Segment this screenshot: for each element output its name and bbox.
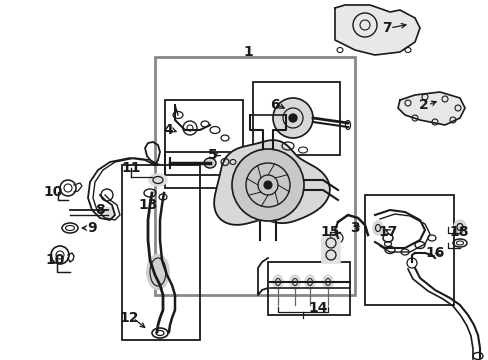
Polygon shape bbox=[397, 92, 464, 125]
Text: 16: 16 bbox=[425, 246, 444, 260]
Bar bbox=[164, 152, 243, 188]
Bar bbox=[164, 100, 243, 175]
Ellipse shape bbox=[147, 255, 169, 289]
Text: 14: 14 bbox=[307, 301, 327, 315]
Circle shape bbox=[231, 149, 304, 221]
Text: 12: 12 bbox=[119, 311, 139, 325]
Text: 10: 10 bbox=[43, 185, 62, 199]
Bar bbox=[267, 262, 349, 315]
Bar bbox=[155, 57, 354, 295]
Circle shape bbox=[264, 181, 271, 189]
Ellipse shape bbox=[305, 275, 314, 289]
Text: 6: 6 bbox=[270, 98, 279, 112]
Text: 8: 8 bbox=[95, 203, 104, 217]
Text: 13: 13 bbox=[138, 198, 157, 212]
Text: 7: 7 bbox=[382, 21, 391, 35]
Bar bbox=[252, 82, 339, 155]
Ellipse shape bbox=[289, 275, 299, 289]
Text: 5: 5 bbox=[208, 148, 218, 162]
Bar bbox=[105, 207, 113, 218]
Text: 3: 3 bbox=[349, 221, 359, 235]
Text: 11: 11 bbox=[121, 161, 141, 175]
Ellipse shape bbox=[272, 275, 283, 289]
Text: 4: 4 bbox=[163, 123, 173, 137]
Text: 17: 17 bbox=[378, 225, 397, 239]
Text: 9: 9 bbox=[87, 221, 97, 235]
Text: 15: 15 bbox=[320, 225, 339, 239]
Ellipse shape bbox=[149, 174, 167, 186]
Ellipse shape bbox=[453, 220, 465, 234]
Ellipse shape bbox=[203, 158, 216, 168]
Circle shape bbox=[272, 98, 312, 138]
Ellipse shape bbox=[323, 275, 332, 289]
Ellipse shape bbox=[372, 221, 382, 235]
Bar bbox=[321, 235, 339, 263]
Text: 1: 1 bbox=[243, 45, 252, 59]
Text: 18: 18 bbox=[448, 225, 468, 239]
Polygon shape bbox=[334, 5, 419, 55]
Text: 2: 2 bbox=[418, 98, 428, 112]
Bar bbox=[122, 165, 200, 340]
Text: 10: 10 bbox=[45, 253, 64, 267]
Polygon shape bbox=[214, 140, 329, 225]
Circle shape bbox=[288, 114, 296, 122]
Bar bbox=[364, 195, 453, 305]
